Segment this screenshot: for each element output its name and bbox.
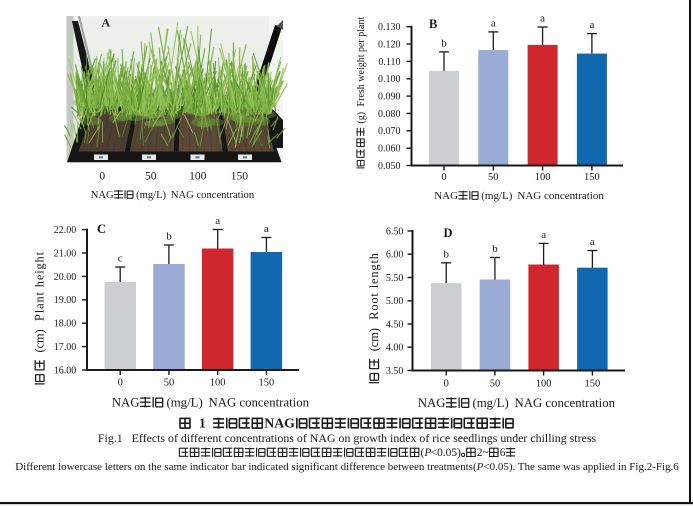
- svg-text:19.00: 19.00: [54, 295, 77, 306]
- svg-text:<0.05: <0.05: [431, 447, 458, 459]
- svg-text:B: B: [429, 17, 437, 31]
- svg-text:6.50: 6.50: [386, 226, 404, 237]
- svg-text:50: 50: [490, 379, 501, 390]
- svg-text:0.120: 0.120: [378, 39, 401, 50]
- svg-text:50: 50: [145, 171, 157, 183]
- svg-text:0.070: 0.070: [378, 126, 401, 137]
- svg-text:50: 50: [164, 378, 175, 389]
- svg-text:6: 6: [500, 447, 506, 459]
- svg-text:0: 0: [441, 172, 446, 183]
- svg-text:0.110: 0.110: [378, 57, 400, 68]
- svg-text:50: 50: [488, 172, 499, 183]
- svg-text:100: 100: [535, 172, 551, 183]
- svg-text:b: b: [441, 37, 447, 49]
- svg-text:NAG: NAG: [434, 190, 458, 202]
- svg-text:5.00: 5.00: [386, 296, 404, 307]
- svg-text:Different lowercase letters on: Different lowercase letters on the same …: [15, 461, 679, 473]
- svg-text:100: 100: [210, 378, 226, 389]
- svg-text:150: 150: [231, 171, 249, 183]
- svg-text:4.50: 4.50: [386, 319, 404, 330]
- svg-text:4.00: 4.00: [386, 343, 404, 354]
- svg-text:A: A: [102, 16, 111, 30]
- svg-text:NAG concentration: NAG concentration: [171, 190, 255, 201]
- svg-text:18.00: 18.00: [54, 319, 77, 330]
- svg-text:(mg/L): (mg/L): [136, 190, 166, 201]
- svg-text:NAG concentration: NAG concentration: [517, 190, 604, 202]
- svg-text:17.00: 17.00: [54, 342, 77, 353]
- svg-text:NAG: NAG: [91, 190, 114, 201]
- svg-text:C: C: [97, 222, 106, 236]
- svg-text:(: (: [421, 447, 425, 459]
- svg-text:22.00: 22.00: [54, 225, 77, 236]
- svg-text:b: b: [444, 248, 450, 260]
- svg-text:0.100: 0.100: [378, 74, 401, 85]
- svg-text:a: a: [215, 215, 220, 227]
- svg-text:21.00: 21.00: [54, 248, 77, 259]
- svg-text:Fig.1 Effects of different c: Fig.1 Effects of different concentration…: [98, 431, 597, 445]
- svg-text:16.00: 16.00: [54, 365, 77, 376]
- svg-text:150: 150: [584, 379, 600, 390]
- svg-text:(mg/L): (mg/L): [472, 396, 508, 410]
- svg-text:a: a: [264, 223, 269, 235]
- svg-text:(mg/L): (mg/L): [481, 190, 512, 202]
- svg-text:0.130: 0.130: [378, 22, 401, 33]
- svg-text:(mg/L): (mg/L): [166, 396, 202, 410]
- svg-text:b: b: [166, 231, 172, 243]
- svg-text:NAG concentration: NAG concentration: [514, 396, 615, 410]
- svg-text:a: a: [491, 17, 496, 29]
- svg-text:20.00: 20.00: [54, 272, 77, 283]
- svg-text:100: 100: [536, 379, 552, 390]
- svg-text:NAG: NAG: [418, 396, 446, 410]
- svg-text:P: P: [423, 447, 431, 459]
- svg-text:100: 100: [189, 171, 207, 183]
- svg-text:0: 0: [118, 378, 123, 389]
- svg-text:1: 1: [192, 416, 213, 431]
- svg-text:150: 150: [584, 172, 600, 183]
- svg-text:a: a: [541, 229, 546, 241]
- svg-text:(cm): (cm): [367, 328, 381, 351]
- svg-text:(g): (g): [356, 112, 367, 124]
- svg-text:0.050: 0.050: [378, 161, 401, 172]
- svg-text:(cm): (cm): [33, 329, 47, 352]
- svg-text:a: a: [589, 19, 594, 31]
- svg-text:Plant height: Plant height: [33, 251, 47, 321]
- svg-text:0.080: 0.080: [378, 109, 401, 120]
- svg-text:b: b: [492, 243, 498, 255]
- svg-text:0.060: 0.060: [378, 144, 401, 155]
- svg-text:0: 0: [99, 171, 105, 183]
- svg-text:D: D: [444, 226, 453, 240]
- svg-text:Fresh weight per plant: Fresh weight per plant: [356, 17, 367, 107]
- svg-text:): ): [457, 447, 461, 459]
- svg-text:0: 0: [444, 379, 449, 390]
- svg-text:c: c: [118, 253, 123, 265]
- svg-text:NAG concentration: NAG concentration: [208, 396, 309, 410]
- svg-text:NAG: NAG: [112, 396, 140, 410]
- svg-text:0.090: 0.090: [378, 92, 401, 103]
- svg-text:a: a: [540, 13, 545, 25]
- svg-text:2~: 2~: [477, 447, 489, 459]
- svg-text:6.00: 6.00: [386, 250, 404, 261]
- svg-text:3.50: 3.50: [386, 366, 404, 377]
- svg-text:Root length: Root length: [367, 252, 381, 320]
- svg-text:150: 150: [258, 378, 274, 389]
- svg-text:5.50: 5.50: [386, 273, 404, 284]
- svg-text:NAG: NAG: [264, 416, 295, 431]
- svg-text:a: a: [590, 236, 595, 248]
